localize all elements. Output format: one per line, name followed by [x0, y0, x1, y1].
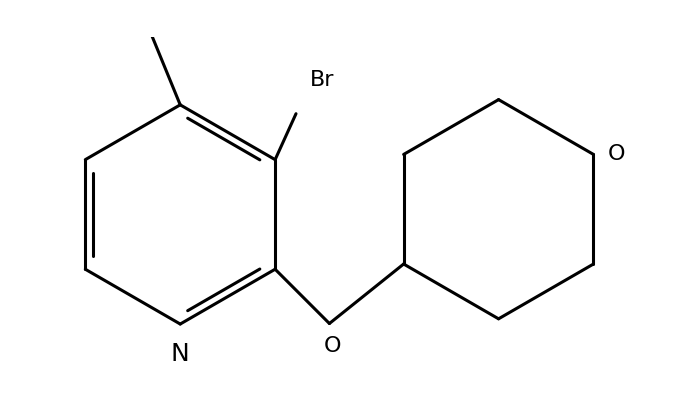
Text: Br: Br: [310, 70, 334, 90]
Text: O: O: [608, 144, 626, 164]
Text: N: N: [171, 342, 189, 366]
Text: O: O: [324, 336, 341, 356]
